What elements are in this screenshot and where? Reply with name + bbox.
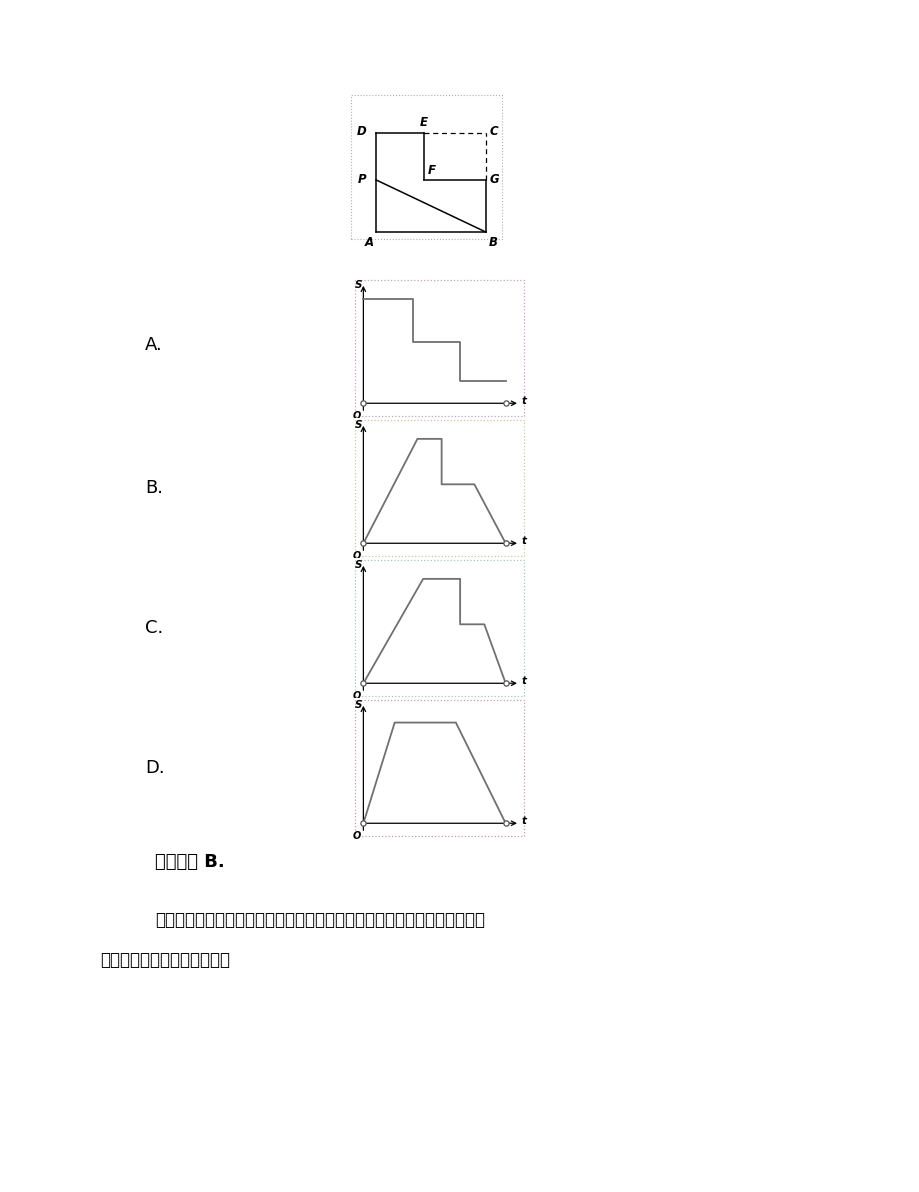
Text: O: O	[352, 551, 360, 560]
Text: D: D	[357, 125, 366, 138]
Text: C.: C.	[145, 619, 163, 637]
Text: F: F	[427, 164, 436, 178]
Text: S: S	[354, 280, 361, 291]
Text: S: S	[354, 560, 361, 571]
Text: t: t	[521, 396, 526, 405]
Text: 【考点】单动点问题；函数图象的分析；正方形的性质；三角形的面积；分: 【考点】单动点问题；函数图象的分析；正方形的性质；三角形的面积；分	[154, 911, 484, 929]
Text: t: t	[521, 536, 526, 546]
Text: G: G	[490, 173, 499, 186]
Text: O: O	[352, 690, 360, 701]
Text: 【答案】 B.: 【答案】 B.	[154, 853, 224, 871]
Text: C: C	[490, 125, 498, 138]
Text: S: S	[354, 421, 361, 430]
Text: B: B	[488, 236, 497, 249]
Text: 类思想和数形结合思想的应用: 类思想和数形结合思想的应用	[100, 951, 230, 969]
Text: t: t	[521, 815, 526, 826]
Text: A: A	[364, 236, 373, 249]
Text: E: E	[420, 116, 427, 129]
Text: P: P	[357, 173, 366, 186]
Text: A.: A.	[145, 336, 163, 354]
Text: S: S	[354, 701, 361, 710]
Text: D.: D.	[145, 759, 165, 777]
Text: O: O	[352, 410, 360, 421]
Text: t: t	[521, 676, 526, 685]
Text: O: O	[352, 831, 360, 840]
Text: B.: B.	[145, 479, 163, 497]
